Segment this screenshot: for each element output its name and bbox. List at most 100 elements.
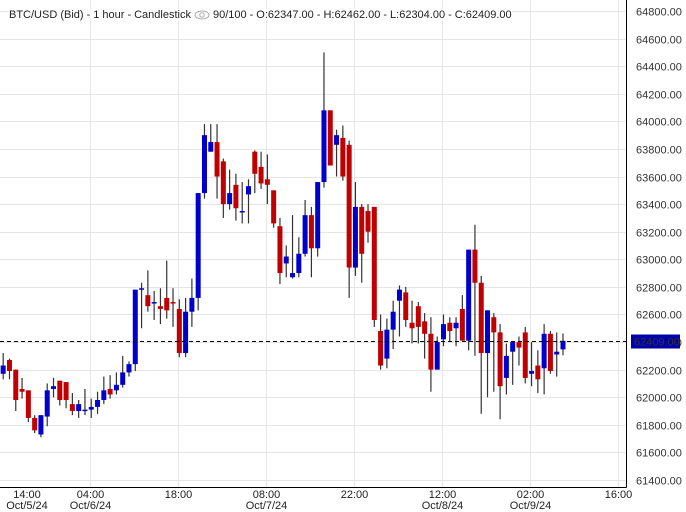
candle[interactable] (485, 310, 491, 398)
candle[interactable] (409, 300, 415, 344)
candle[interactable] (315, 182, 321, 257)
candle[interactable] (327, 110, 333, 166)
candle[interactable] (51, 377, 57, 398)
candle[interactable] (101, 376, 107, 405)
candle[interactable] (19, 377, 25, 399)
candle[interactable] (459, 295, 465, 341)
candle[interactable] (82, 388, 88, 416)
candle[interactable] (201, 124, 207, 199)
low-value: L:62304.00 (390, 9, 446, 21)
candle[interactable] (334, 129, 340, 177)
candle[interactable] (38, 415, 44, 438)
candle[interactable] (107, 375, 113, 399)
candle[interactable] (120, 355, 126, 388)
candle[interactable] (151, 291, 157, 320)
candle[interactable] (13, 369, 19, 412)
candle[interactable] (6, 358, 12, 380)
eye-icon[interactable] (194, 10, 210, 20)
candle[interactable] (170, 288, 176, 327)
candle[interactable] (472, 224, 478, 356)
candle[interactable] (554, 332, 560, 377)
candle[interactable] (359, 204, 365, 283)
interval-label[interactable]: 1 hour (93, 9, 125, 21)
candle[interactable] (522, 326, 528, 384)
candle[interactable] (560, 333, 566, 356)
candle[interactable] (378, 314, 384, 370)
candle[interactable] (321, 52, 327, 188)
candle[interactable] (113, 372, 119, 395)
candle[interactable] (403, 286, 409, 327)
candle[interactable] (529, 342, 535, 387)
candle[interactable] (290, 215, 296, 279)
candle[interactable] (296, 237, 302, 278)
candle[interactable] (271, 190, 277, 228)
candle[interactable] (189, 278, 195, 327)
separator: - (249, 9, 254, 21)
candle[interactable] (384, 318, 390, 369)
candle[interactable] (233, 173, 239, 221)
candle[interactable] (422, 313, 428, 359)
candle[interactable] (220, 158, 226, 218)
candle[interactable] (497, 324, 503, 420)
candle[interactable] (88, 398, 94, 418)
candle[interactable] (535, 350, 541, 394)
y-tick-label: 64600.00 (636, 35, 682, 47)
candle[interactable] (466, 249, 472, 351)
candle[interactable] (227, 169, 233, 210)
candle[interactable] (132, 289, 138, 372)
candle[interactable] (145, 270, 151, 312)
candle[interactable] (0, 353, 6, 380)
candle[interactable] (264, 154, 270, 205)
candle[interactable] (164, 260, 170, 319)
candle[interactable] (239, 182, 245, 224)
candle[interactable] (503, 343, 509, 395)
candle[interactable] (440, 314, 446, 347)
y-tick-label: 62600.00 (636, 310, 682, 322)
candle[interactable] (547, 331, 553, 374)
candle[interactable] (277, 217, 283, 285)
candle[interactable] (63, 382, 69, 409)
candle[interactable] (214, 124, 220, 199)
candle[interactable] (415, 302, 421, 344)
candle[interactable] (434, 336, 440, 370)
candle[interactable] (396, 285, 402, 337)
candle[interactable] (44, 383, 50, 427)
chart-type-label[interactable]: Candlestick (134, 9, 191, 21)
candles-layer[interactable] (0, 52, 566, 438)
candle[interactable] (302, 199, 308, 257)
candle[interactable] (258, 151, 264, 189)
x-tick-time: 12:00 (429, 489, 457, 501)
candle[interactable] (352, 182, 358, 276)
candle[interactable] (57, 380, 63, 406)
candle[interactable] (541, 324, 547, 395)
candle[interactable] (157, 288, 163, 325)
candle[interactable] (208, 124, 214, 152)
candle[interactable] (365, 204, 371, 243)
candle[interactable] (32, 415, 38, 434)
candle[interactable] (95, 391, 101, 414)
candle[interactable] (252, 150, 258, 194)
candle[interactable] (69, 393, 75, 416)
candle[interactable] (447, 317, 453, 343)
candle[interactable] (428, 317, 434, 392)
candle[interactable] (491, 313, 497, 392)
candle[interactable] (76, 399, 82, 418)
candle[interactable] (340, 125, 346, 181)
candle[interactable] (195, 193, 201, 311)
candle[interactable] (346, 140, 352, 298)
candle[interactable] (176, 299, 182, 358)
candle[interactable] (390, 300, 396, 349)
candle[interactable] (308, 206, 314, 278)
candle[interactable] (139, 282, 145, 329)
candle[interactable] (371, 206, 377, 327)
y-axis[interactable]: 64800.00 64600.00 64400.00 64200.00 64000.00… (636, 7, 682, 488)
candle[interactable] (246, 179, 251, 224)
candle[interactable] (478, 275, 484, 414)
candle[interactable] (510, 342, 516, 385)
candle[interactable] (283, 245, 289, 278)
candle[interactable] (25, 390, 31, 423)
candle[interactable] (126, 361, 132, 377)
candle[interactable] (183, 297, 189, 358)
